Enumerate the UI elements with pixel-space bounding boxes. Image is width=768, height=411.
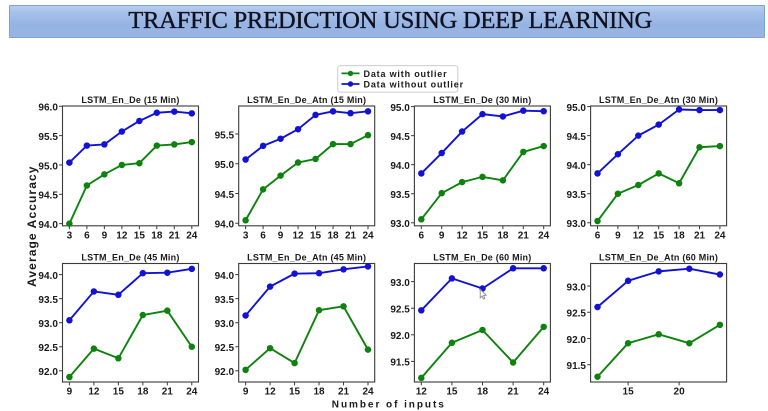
svg-text:93.5: 93.5 xyxy=(38,295,58,306)
svg-text:9: 9 xyxy=(278,230,284,241)
svg-text:Average Accuracy: Average Accuracy xyxy=(25,165,39,286)
svg-text:24: 24 xyxy=(714,230,726,241)
svg-text:96.0: 96.0 xyxy=(38,103,58,114)
svg-text:94.0: 94.0 xyxy=(38,220,58,231)
svg-text:94.5: 94.5 xyxy=(38,191,58,202)
svg-text:18: 18 xyxy=(477,387,489,398)
svg-text:24: 24 xyxy=(186,387,198,398)
svg-text:15: 15 xyxy=(477,230,489,241)
svg-text:93.0: 93.0 xyxy=(390,219,410,230)
svg-text:18: 18 xyxy=(327,230,339,241)
svg-text:92.0: 92.0 xyxy=(390,331,410,342)
svg-text:92.0: 92.0 xyxy=(567,335,587,346)
svg-text:21: 21 xyxy=(162,387,174,398)
svg-text:94.0: 94.0 xyxy=(215,220,235,231)
svg-text:15: 15 xyxy=(446,387,458,398)
svg-text:21: 21 xyxy=(694,230,706,241)
svg-text:9: 9 xyxy=(615,230,621,241)
svg-text:92.5: 92.5 xyxy=(215,343,235,354)
svg-text:95.0: 95.0 xyxy=(215,160,235,171)
svg-text:93.5: 93.5 xyxy=(215,295,235,306)
svg-text:LSTM_En_De (45 Min): LSTM_En_De (45 Min) xyxy=(81,252,179,262)
svg-text:92.0: 92.0 xyxy=(38,367,58,378)
svg-text:92.5: 92.5 xyxy=(567,309,587,320)
svg-text:9: 9 xyxy=(243,387,249,398)
svg-text:18: 18 xyxy=(137,387,149,398)
svg-text:94.5: 94.5 xyxy=(390,132,410,143)
svg-text:21: 21 xyxy=(338,387,350,398)
svg-text:15: 15 xyxy=(623,387,635,398)
svg-text:Data with outlier: Data with outlier xyxy=(364,69,448,79)
svg-text:12: 12 xyxy=(88,387,100,398)
svg-text:20: 20 xyxy=(674,387,686,398)
svg-text:93.5: 93.5 xyxy=(390,190,410,201)
svg-text:21: 21 xyxy=(169,230,181,241)
svg-text:18: 18 xyxy=(674,230,686,241)
svg-text:LSTM_En_De_Atn (60 Min): LSTM_En_De_Atn (60 Min) xyxy=(599,252,718,262)
svg-text:3: 3 xyxy=(243,230,249,241)
svg-text:15: 15 xyxy=(113,387,125,398)
svg-text:6: 6 xyxy=(84,230,90,241)
svg-text:92.5: 92.5 xyxy=(390,305,410,316)
svg-text:95.0: 95.0 xyxy=(567,103,587,114)
svg-text:9: 9 xyxy=(102,230,108,241)
svg-text:12: 12 xyxy=(457,230,469,241)
svg-text:21: 21 xyxy=(518,230,530,241)
svg-text:93.0: 93.0 xyxy=(38,319,58,330)
svg-text:18: 18 xyxy=(313,387,325,398)
svg-text:12: 12 xyxy=(116,230,128,241)
svg-text:15: 15 xyxy=(653,230,665,241)
svg-text:24: 24 xyxy=(362,387,374,398)
svg-text:12: 12 xyxy=(416,387,428,398)
svg-text:Number of inputs: Number of inputs xyxy=(332,400,446,411)
svg-text:3: 3 xyxy=(67,230,73,241)
svg-text:91.5: 91.5 xyxy=(567,361,587,372)
svg-text:93.0: 93.0 xyxy=(567,282,587,293)
svg-text:94.0: 94.0 xyxy=(215,271,235,282)
svg-text:LSTM_En_De (15 Min): LSTM_En_De (15 Min) xyxy=(81,95,179,105)
svg-text:95.5: 95.5 xyxy=(215,130,235,141)
svg-text:93.0: 93.0 xyxy=(390,278,410,289)
svg-text:LSTM_En_De_Atn (30 Min): LSTM_En_De_Atn (30 Min) xyxy=(599,95,718,105)
svg-text:LSTM_En_De (30 Min): LSTM_En_De (30 Min) xyxy=(433,95,531,105)
svg-text:24: 24 xyxy=(538,230,550,241)
svg-text:93.5: 93.5 xyxy=(567,190,587,201)
svg-text:21: 21 xyxy=(508,387,520,398)
svg-text:18: 18 xyxy=(497,230,509,241)
svg-text:12: 12 xyxy=(633,230,645,241)
svg-text:92.5: 92.5 xyxy=(38,343,58,354)
svg-text:6: 6 xyxy=(419,230,425,241)
svg-text:9: 9 xyxy=(439,230,445,241)
svg-text:93.0: 93.0 xyxy=(567,219,587,230)
svg-text:15: 15 xyxy=(310,230,322,241)
svg-text:94.0: 94.0 xyxy=(390,161,410,172)
svg-text:92.0: 92.0 xyxy=(215,367,235,378)
svg-text:95.5: 95.5 xyxy=(38,132,58,143)
svg-text:91.5: 91.5 xyxy=(390,358,410,369)
svg-text:9: 9 xyxy=(67,387,73,398)
svg-text:93.0: 93.0 xyxy=(215,319,235,330)
svg-text:Data without outlier: Data without outlier xyxy=(364,79,464,89)
svg-text:24: 24 xyxy=(538,387,550,398)
svg-text:95.0: 95.0 xyxy=(38,161,58,172)
svg-text:12: 12 xyxy=(292,230,304,241)
svg-text:15: 15 xyxy=(134,230,146,241)
svg-text:94.5: 94.5 xyxy=(215,190,235,201)
svg-text:15: 15 xyxy=(289,387,301,398)
svg-text:94.0: 94.0 xyxy=(567,161,587,172)
svg-text:LSTM_En_De_Atn (15 Min): LSTM_En_De_Atn (15 Min) xyxy=(247,95,366,105)
svg-text:LSTM_En_De_Atn (45 Min): LSTM_En_De_Atn (45 Min) xyxy=(247,252,366,262)
svg-text:94.5: 94.5 xyxy=(567,132,587,143)
svg-text:6: 6 xyxy=(595,230,601,241)
svg-text:12: 12 xyxy=(265,387,277,398)
svg-text:21: 21 xyxy=(345,230,357,241)
svg-text:24: 24 xyxy=(186,230,198,241)
svg-text:6: 6 xyxy=(260,230,266,241)
svg-text:24: 24 xyxy=(362,230,374,241)
svg-text:94.0: 94.0 xyxy=(38,271,58,282)
svg-text:LSTM_En_De (60 Min): LSTM_En_De (60 Min) xyxy=(433,252,531,262)
svg-text:95.0: 95.0 xyxy=(390,103,410,114)
svg-text:18: 18 xyxy=(151,230,163,241)
